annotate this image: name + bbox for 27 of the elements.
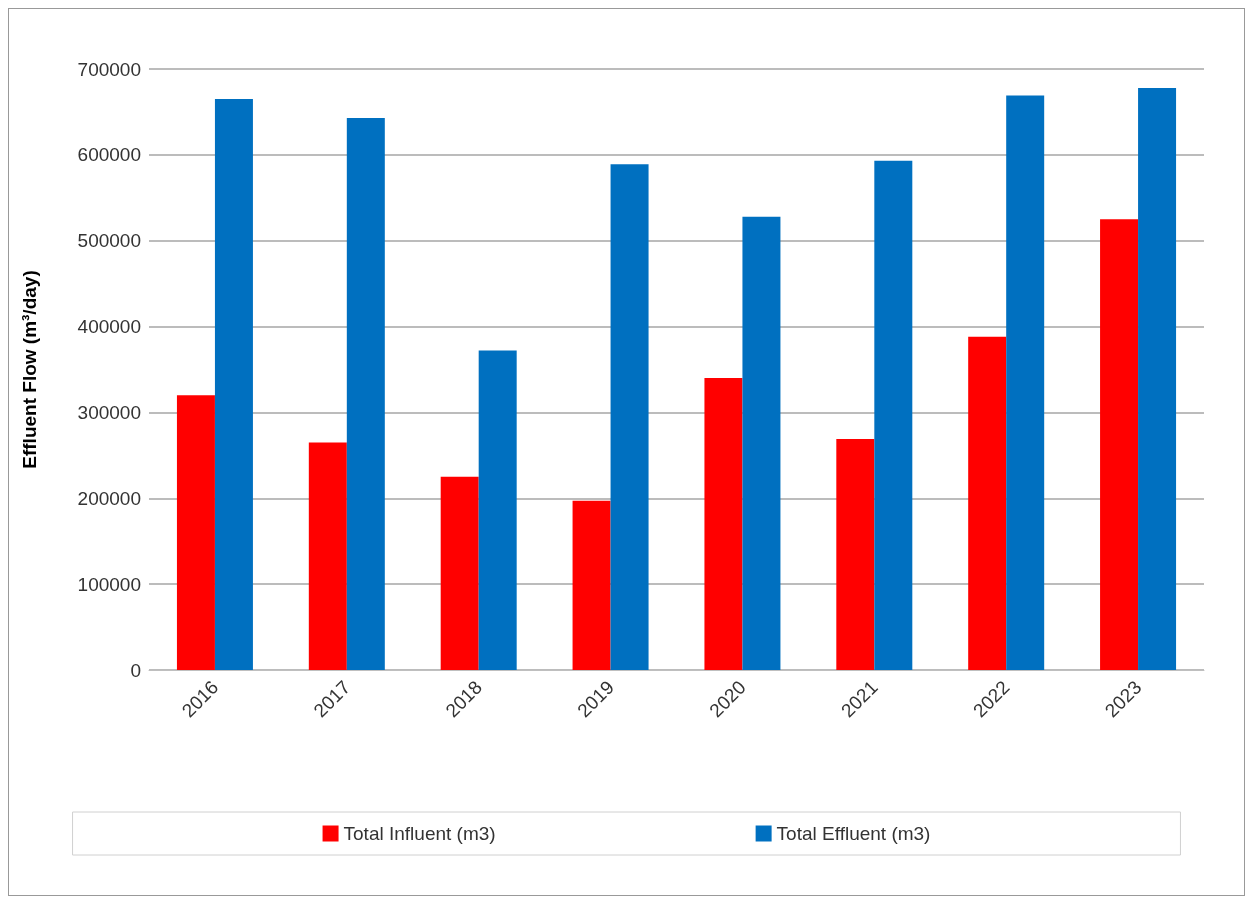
bar — [874, 160, 913, 670]
bar — [610, 164, 649, 670]
bar — [308, 442, 347, 670]
legend-label: Total Effluent (m3) — [776, 823, 931, 844]
bar — [214, 99, 253, 670]
bar — [440, 476, 479, 670]
y-tick-label: 300000 — [77, 401, 141, 423]
bar — [478, 350, 517, 670]
y-tick-label: 700000 — [77, 58, 141, 80]
y-tick-label: 400000 — [77, 316, 141, 338]
y-tick-label: 500000 — [77, 230, 141, 252]
y-tick-label: 600000 — [77, 144, 141, 166]
legend-label: Total Influent (m3) — [343, 823, 496, 844]
bar — [968, 336, 1007, 670]
bar — [1100, 219, 1139, 670]
bar — [1006, 95, 1045, 670]
y-tick-label: 0 — [130, 659, 141, 681]
bar — [836, 439, 875, 670]
y-axis-title: Effluent Flow (m³/day) — [19, 270, 40, 469]
y-tick-label: 200000 — [77, 487, 141, 509]
y-tick-label: 100000 — [77, 573, 141, 595]
bar — [346, 117, 385, 670]
bar — [704, 378, 743, 670]
bar — [1138, 87, 1177, 670]
bar — [572, 500, 611, 670]
bar — [742, 216, 781, 670]
bar — [176, 395, 215, 670]
